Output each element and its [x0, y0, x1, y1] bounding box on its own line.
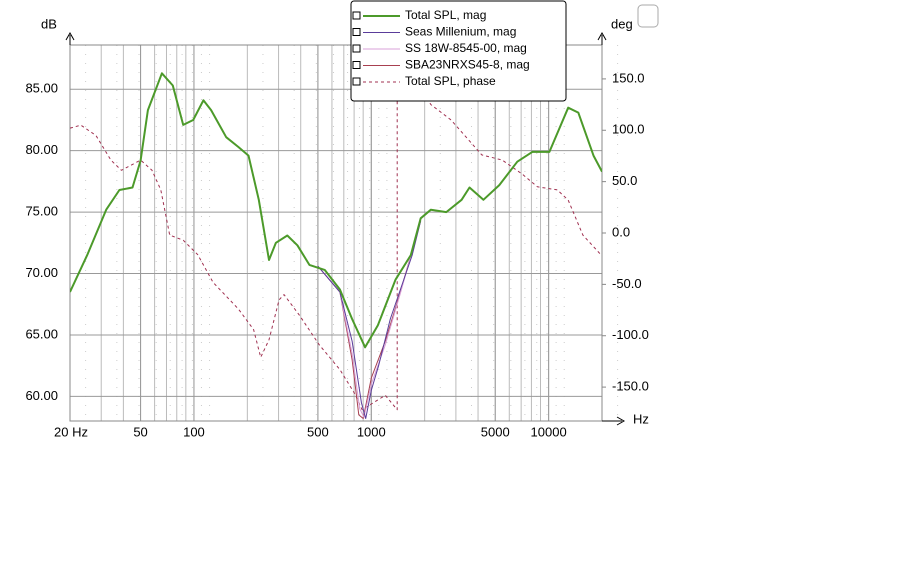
series-line: [317, 220, 422, 419]
checkbox[interactable]: [637, 4, 659, 28]
series-line: [70, 72, 602, 349]
y2-tick-label: 0.0: [612, 224, 630, 239]
x-axis-label: Hz: [633, 411, 649, 426]
x-tick-label: 5000: [481, 424, 510, 439]
legend-checkbox: [352, 77, 361, 86]
legend-label: Total SPL, phase: [405, 74, 496, 88]
x-tick-label: 20 Hz: [54, 424, 88, 439]
y-tick-label: 80.00: [25, 142, 58, 157]
y2-tick-label: 100.0: [612, 122, 645, 137]
y-tick-label: 85.00: [25, 81, 58, 96]
x-tick-label: 500: [307, 424, 329, 439]
legend-label: SBA23NRXS45-8, mag: [405, 58, 530, 72]
x-tick-label: 50: [133, 424, 147, 439]
legend-label: Total SPL, mag: [405, 8, 486, 22]
legend-label: SS 18W-8545-00, mag: [405, 41, 527, 55]
legend-checkbox: [352, 61, 361, 69]
legend-label: Seas Millenium, mag: [405, 25, 516, 39]
x-axis-arrow: [602, 416, 626, 426]
y2-tick-label: -50.0: [612, 276, 642, 291]
y-tick-label: 75.00: [25, 204, 58, 219]
x-tick-label: 100: [183, 424, 205, 439]
y-axis-arrow: [65, 31, 75, 45]
y2-tick-label: -150.0: [612, 379, 649, 394]
x-tick-label: 10000: [531, 424, 567, 439]
y2-axis-arrow: [597, 31, 607, 45]
y2-tick-label: 50.0: [612, 173, 637, 188]
y-tick-label: 60.00: [25, 388, 58, 403]
y-tick-label: 65.00: [25, 326, 58, 341]
y2-tick-label: 150.0: [612, 70, 645, 85]
legend: Total SPL, mag Seas Millenium, mag SS 18W-…: [350, 0, 567, 102]
y-axis-label: dB: [41, 16, 57, 31]
series-line: [70, 45, 602, 411]
legend-checkbox: [352, 11, 361, 20]
legend-checkbox: [352, 28, 361, 36]
y2-tick-label: -100.0: [612, 327, 649, 342]
series-line: [317, 220, 422, 419]
y2-axis-label: deg: [611, 16, 633, 31]
y-tick-label: 70.00: [25, 265, 58, 280]
series-line: [317, 220, 422, 418]
legend-box: [350, 0, 567, 102]
x-tick-label: 1000: [357, 424, 386, 439]
legend-checkbox: [352, 44, 361, 53]
